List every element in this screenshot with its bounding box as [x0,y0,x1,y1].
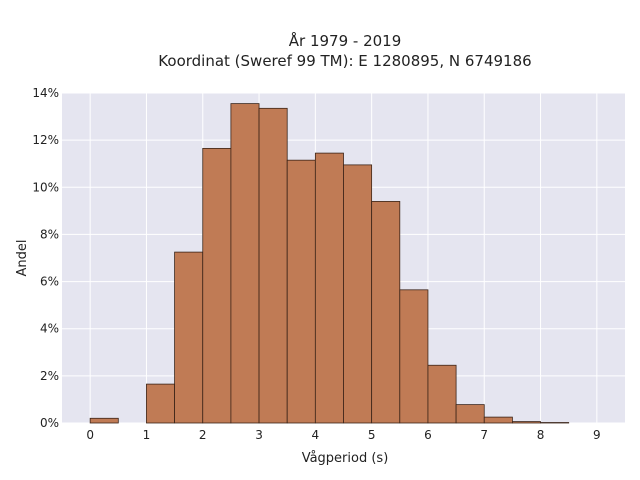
chart-title-line-2: Koordinat (Sweref 99 TM): E 1280895, N 6… [158,52,531,70]
histogram-bar-12 [455,404,485,424]
x-tick-label: 8 [537,428,545,442]
y-tick-label: 6% [40,275,59,289]
y-tick-label: 10% [32,180,59,194]
histogram-bar-1 [146,383,175,424]
chart-title-line-1: År 1979 - 2019 [289,31,402,50]
y-tick-label: 0% [40,416,59,430]
histogram-bars [89,103,570,424]
x-tick-label: 3 [255,428,263,442]
y-axis-label: Andel [15,240,30,277]
histogram-bar-10 [399,289,429,424]
histogram-bar-13 [483,416,513,424]
histogram-bar-2 [174,251,204,424]
x-axis-label: Vågperiod (s) [302,451,389,466]
x-tick-label: 1 [143,428,151,442]
histogram-bar-11 [427,364,457,424]
histogram-bar-8 [343,164,373,424]
y-axis-ticks: 0% 2% 4% 6% 8% 10% 12% 14% [32,86,59,430]
histogram-bar-0 [89,417,119,424]
x-tick-label: 4 [312,428,320,442]
x-tick-label: 2 [199,428,207,442]
x-tick-label: 6 [424,428,432,442]
x-tick-label: 9 [593,428,601,442]
y-tick-label: 4% [40,322,59,336]
x-tick-label: 5 [368,428,376,442]
histogram-bar-7 [314,152,344,424]
y-tick-label: 12% [32,133,59,147]
histogram-bar-14 [512,421,541,424]
y-tick-label: 8% [40,227,59,241]
histogram-bar-9 [371,201,401,424]
x-tick-label: 7 [480,428,488,442]
y-tick-label: 2% [40,369,59,383]
x-tick-label: 0 [86,428,94,442]
y-tick-label: 14% [32,86,59,100]
x-axis-ticks: 0 1 2 3 4 5 6 7 8 9 [86,428,600,442]
histogram-bar-3 [202,147,232,424]
histogram-bar-4 [230,103,260,424]
histogram-bar-5 [258,107,288,424]
histogram-bar-6 [286,159,316,424]
